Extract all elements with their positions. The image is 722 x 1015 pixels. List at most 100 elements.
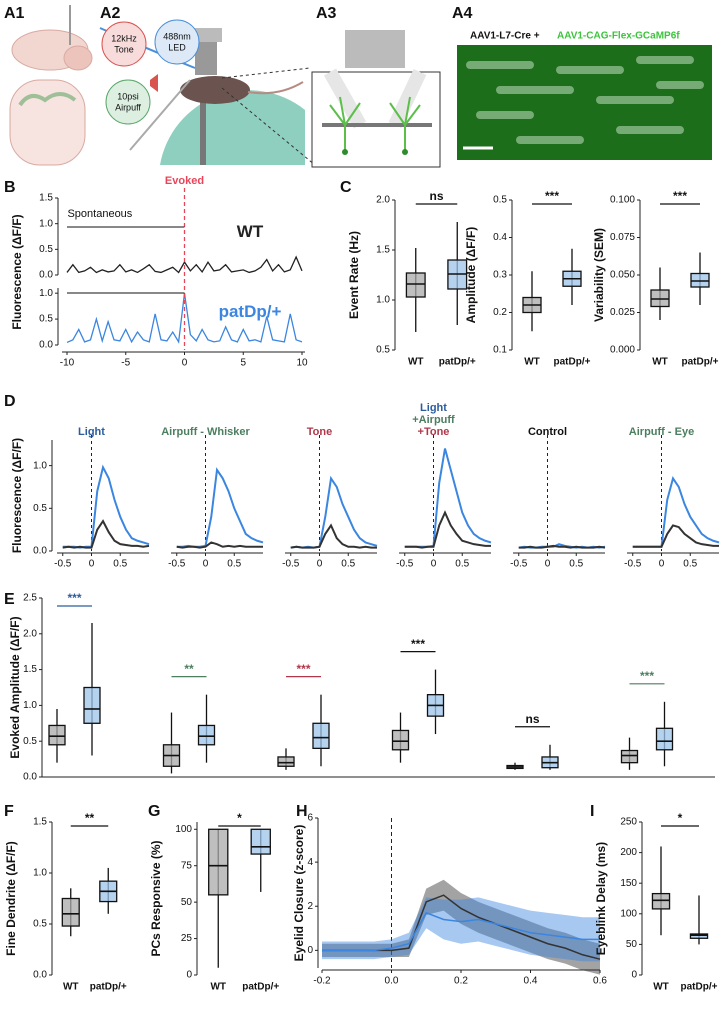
significance-label: * — [678, 811, 683, 825]
significance-label: ** — [184, 662, 194, 676]
y-tick-label: 0.5 — [23, 736, 37, 747]
y-tick-label: 0.5 — [39, 244, 53, 255]
y-tick-label: 1.0 — [39, 288, 53, 299]
y-tick-label: 0.2 — [493, 307, 507, 318]
y-tick-label: 0 — [186, 970, 192, 981]
x-tick-label: 0 — [431, 559, 437, 570]
x-tick-label: -0.5 — [282, 559, 300, 570]
panel-label: F — [4, 803, 14, 820]
y-tick-label: 1.0 — [23, 700, 37, 711]
y-axis-label: Eyelid Closure (z-score) — [292, 825, 306, 962]
trace-line — [404, 510, 491, 549]
x-tick-label: patDp/+ — [439, 357, 476, 368]
significance-label: ** — [85, 811, 95, 825]
x-tick-label: 0.0 — [385, 976, 399, 987]
y-axis-label: Fluorescence (ΔF/F) — [10, 438, 24, 553]
condition-title: Light — [420, 402, 447, 414]
tone-label: Tone — [114, 44, 134, 54]
box — [250, 828, 271, 855]
box — [48, 724, 66, 746]
box — [61, 897, 80, 927]
x-tick-label: patDp/+ — [90, 982, 127, 993]
x-tick-label: 0 — [182, 358, 188, 369]
x-tick-label: WT — [210, 982, 226, 993]
condition-title: Tone — [307, 426, 332, 438]
evoked-label: Evoked — [165, 175, 204, 187]
trace-line — [290, 475, 378, 549]
tone-label: 12kHz — [111, 33, 137, 43]
x-tick-label: WT — [408, 357, 424, 368]
x-tick-label: 0 — [659, 559, 665, 570]
x-tick-label: patDp/+ — [554, 357, 591, 368]
x-tick-label: WT — [652, 357, 668, 368]
x-tick-label: 0 — [317, 559, 323, 570]
panel-label: H — [296, 803, 308, 820]
panel-label: I — [590, 803, 594, 820]
y-axis-label: Eyeblink Delay (ms) — [594, 842, 608, 955]
error-band — [322, 897, 600, 962]
x-tick-label: 0.4 — [524, 976, 538, 987]
box — [208, 828, 229, 896]
panel-label: D — [4, 393, 16, 410]
y-tick-label: 0.050 — [610, 270, 635, 281]
condition-title: Airpuff - Whisker — [161, 426, 250, 438]
y-tick-label: 0.4 — [493, 232, 507, 243]
y-tick-label: 1.0 — [39, 218, 53, 229]
x-tick-label: 0.2 — [454, 976, 468, 987]
significance-label: *** — [545, 189, 559, 203]
y-tick-label: 25 — [181, 933, 193, 944]
led-label: LED — [168, 42, 186, 52]
y-tick-label: 0.5 — [33, 503, 47, 514]
trace-label: patDp/+ — [219, 302, 282, 321]
y-tick-label: 0.0 — [39, 340, 53, 351]
y-tick-label: 0 — [631, 970, 637, 981]
trace-line — [62, 519, 150, 549]
trace-line — [632, 476, 720, 548]
x-tick-label: -0.2 — [313, 976, 331, 987]
setup-illustration: 488nm LED 12kHz Tone 10psi Airpuff — [99, 19, 316, 166]
x-tick-label: WT — [63, 982, 79, 993]
x-tick-label: 0.6 — [593, 976, 607, 987]
y-tick-label: 1.0 — [376, 295, 390, 306]
y-tick-label: 0 — [307, 945, 313, 956]
box — [651, 892, 671, 910]
y-axis-label: Evoked Amplitude (ΔF/F) — [8, 616, 22, 758]
x-tick-label: 0.5 — [341, 559, 355, 570]
trace-line — [62, 464, 150, 549]
trace-line — [322, 911, 600, 952]
box — [83, 686, 101, 724]
box — [391, 729, 410, 751]
y-tick-label: 1.5 — [39, 193, 53, 204]
x-tick-label: 0.5 — [227, 559, 241, 570]
y-tick-label: 100 — [175, 824, 192, 835]
y-tick-label: 1.0 — [33, 868, 47, 879]
y-tick-label: 2 — [307, 901, 313, 912]
box — [655, 727, 674, 751]
y-axis-label: Variability (SEM) — [592, 228, 606, 322]
y-axis-label: Fluorescence (ΔF/F) — [10, 214, 24, 329]
y-tick-label: 0.5 — [376, 345, 390, 356]
significance-label: *** — [411, 637, 425, 651]
y-tick-label: 6 — [307, 813, 313, 824]
y-tick-label: 0.0 — [39, 270, 53, 281]
significance-label: *** — [67, 591, 81, 605]
panel-label: A4 — [452, 5, 473, 22]
significance-label: *** — [673, 189, 687, 203]
y-tick-label: 2.0 — [23, 628, 37, 639]
condition-title: Control — [528, 426, 567, 438]
airpuff-label: Airpuff — [115, 102, 141, 112]
panel-label: G — [148, 803, 160, 820]
y-tick-label: 4 — [307, 857, 313, 868]
spontaneous-label: Spontaneous — [67, 208, 132, 220]
cerebellum-illustration — [311, 30, 441, 168]
y-tick-label: 1.5 — [23, 664, 37, 675]
significance-label: ns — [429, 189, 443, 203]
led-label: 488nm — [163, 31, 191, 41]
y-tick-label: 250 — [620, 817, 637, 828]
y-tick-label: 1.0 — [33, 460, 47, 471]
panel-label: A1 — [4, 5, 25, 22]
y-tick-label: 2.0 — [376, 195, 390, 206]
panel-label: A2 — [100, 5, 121, 22]
virus-label: AAV1-CAG-Flex-GCaMP6f — [557, 31, 680, 42]
